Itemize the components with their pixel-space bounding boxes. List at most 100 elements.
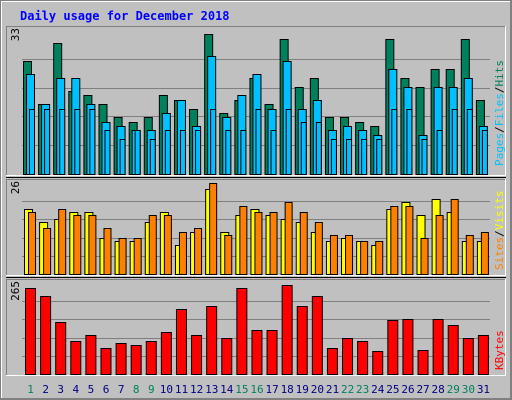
y-max-label: 33 bbox=[9, 28, 22, 41]
x-tick-label: 3 bbox=[57, 383, 64, 396]
bar-kbytes bbox=[175, 309, 187, 375]
bar-sites bbox=[480, 232, 489, 275]
bar-sites bbox=[465, 235, 474, 275]
y-max-label: 26 bbox=[9, 181, 22, 194]
bar-sites bbox=[360, 241, 369, 275]
bar-pages bbox=[164, 130, 171, 175]
x-tick-label: 12 bbox=[190, 383, 203, 396]
x-tick-label: 20 bbox=[311, 383, 324, 396]
bar-pages bbox=[421, 139, 428, 175]
bar-kbytes bbox=[145, 341, 157, 375]
x-tick-label: 2 bbox=[42, 383, 49, 396]
bar-sites bbox=[420, 238, 429, 275]
bar-pages bbox=[285, 109, 292, 175]
x-tick-label: 16 bbox=[250, 383, 263, 396]
bar-sites bbox=[269, 212, 278, 275]
x-tick-label: 29 bbox=[447, 383, 460, 396]
chart-title: Daily usage for December 2018 bbox=[20, 9, 230, 23]
bar-kbytes bbox=[357, 341, 369, 375]
bar-sites bbox=[254, 212, 263, 275]
bar-pages bbox=[195, 130, 202, 175]
bar-kbytes bbox=[70, 341, 82, 375]
legend-sites-visits-part: Visits bbox=[493, 191, 506, 231]
bar-kbytes bbox=[311, 296, 323, 375]
bar-pages bbox=[406, 109, 413, 175]
legend-sites-visits-part: Sites bbox=[493, 237, 506, 270]
x-tick-label: 22 bbox=[341, 383, 354, 396]
x-tick-label: 17 bbox=[265, 383, 278, 396]
bar-pages bbox=[210, 109, 217, 175]
bar-kbytes bbox=[417, 350, 429, 375]
x-tick-label: 26 bbox=[401, 383, 414, 396]
bar-kbytes bbox=[221, 338, 233, 375]
bar-sites bbox=[58, 209, 67, 275]
x-tick-label: 27 bbox=[416, 383, 429, 396]
bar-kbytes bbox=[25, 288, 36, 375]
bar-pages bbox=[300, 122, 307, 175]
bar-pages bbox=[330, 139, 337, 175]
x-tick-label: 14 bbox=[220, 383, 234, 396]
bar-sites bbox=[194, 228, 203, 275]
x-tick-label: 24 bbox=[371, 383, 385, 396]
bar-pages bbox=[346, 139, 353, 175]
bar-sites bbox=[284, 202, 293, 275]
x-tick-label: 8 bbox=[133, 383, 140, 396]
bar-kbytes bbox=[432, 319, 444, 375]
bar-sites bbox=[103, 228, 112, 275]
x-tick-label: 10 bbox=[160, 383, 173, 396]
bar-kbytes bbox=[281, 285, 293, 375]
bar-kbytes bbox=[130, 345, 142, 375]
bar-sites bbox=[148, 215, 157, 275]
x-tick-label: 11 bbox=[175, 383, 188, 396]
bar-kbytes bbox=[251, 330, 263, 375]
bar-sites bbox=[314, 222, 323, 275]
panel-kbytes: 265 KBytes bbox=[6, 277, 506, 376]
x-tick-label: 15 bbox=[235, 383, 248, 396]
x-tick-label: 1 bbox=[27, 383, 34, 396]
bar-sites bbox=[88, 215, 97, 275]
bar-kbytes bbox=[85, 335, 97, 375]
x-tick-label: 13 bbox=[205, 383, 218, 396]
x-tick-label: 7 bbox=[118, 383, 125, 396]
x-tick-label: 5 bbox=[88, 383, 95, 396]
bar-pages bbox=[134, 130, 141, 175]
bar-pages bbox=[481, 130, 488, 175]
bar-pages bbox=[29, 109, 35, 175]
x-tick-label: 23 bbox=[356, 383, 369, 396]
x-tick-label: 21 bbox=[326, 383, 339, 396]
bar-pages bbox=[270, 130, 277, 175]
bar-pages bbox=[466, 109, 473, 175]
bar-pages bbox=[255, 109, 262, 175]
x-tick-label: 30 bbox=[462, 383, 475, 396]
bar-sites bbox=[163, 215, 172, 275]
bar-sites bbox=[209, 183, 218, 275]
bar-sites bbox=[345, 235, 354, 275]
bar-kbytes bbox=[266, 330, 278, 375]
bar-sites bbox=[224, 235, 233, 275]
bar-sites bbox=[73, 215, 82, 275]
bar-pages bbox=[376, 139, 383, 175]
bar-sites bbox=[390, 206, 399, 275]
legend-sites-visits: Sites/Visits bbox=[493, 191, 506, 271]
bar-kbytes bbox=[100, 348, 112, 375]
bar-pages bbox=[89, 109, 96, 175]
bar-sites bbox=[405, 206, 414, 275]
legend-pages-files-hits-part: Pages bbox=[493, 133, 506, 166]
x-tick-label: 31 bbox=[477, 383, 490, 396]
bar-pages bbox=[225, 130, 232, 175]
bar-kbytes bbox=[402, 319, 414, 375]
bar-kbytes bbox=[462, 338, 474, 375]
legend-sites-visits-part: / bbox=[493, 230, 506, 237]
bar-pages bbox=[59, 109, 66, 175]
bar-sites bbox=[329, 235, 338, 275]
x-tick-label: 18 bbox=[281, 383, 294, 396]
bar-sites bbox=[375, 241, 384, 275]
bar-kbytes bbox=[447, 325, 459, 375]
bar-sites bbox=[299, 212, 308, 275]
bar-sites bbox=[450, 199, 459, 275]
bar-kbytes bbox=[236, 288, 248, 375]
bar-pages bbox=[436, 130, 443, 175]
bar-kbytes bbox=[40, 296, 52, 375]
